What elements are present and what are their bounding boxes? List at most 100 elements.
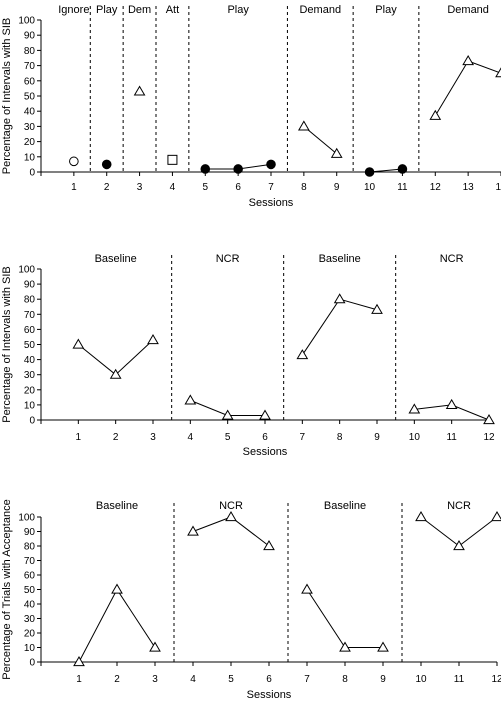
x-tick-label: 9 [374, 432, 380, 443]
x-tick-label: 7 [304, 674, 310, 685]
y-tick-label: 20 [24, 385, 36, 396]
data-point [453, 540, 465, 551]
y-tick-label: 90 [24, 31, 36, 42]
phase-label: Baseline [95, 253, 137, 265]
series-line [78, 588, 156, 663]
y-tick-label: 70 [24, 556, 36, 567]
x-tick-label: 14 [495, 182, 501, 193]
y-tick-label: 10 [24, 152, 36, 163]
data-point [296, 349, 309, 360]
y-tick-label: 80 [24, 46, 36, 57]
y-tick-label: 80 [24, 295, 36, 306]
data-point [408, 403, 421, 414]
y-tick-label: 10 [24, 400, 36, 411]
phase-label: Baseline [319, 253, 361, 265]
phase-label: Baseline [324, 500, 366, 512]
data-point [495, 67, 501, 78]
phase-label: Dem [128, 4, 151, 16]
y-tick-label: 70 [24, 310, 36, 321]
data-point [225, 511, 237, 522]
data-point [109, 368, 122, 379]
x-tick-label: 10 [409, 432, 421, 443]
data-point [429, 109, 442, 120]
y-axis-label: Percentage of Intervals with SIB [1, 18, 13, 175]
y-tick-label: 0 [29, 168, 35, 179]
y-tick-label: 50 [24, 585, 36, 596]
x-tick-label: 5 [228, 674, 234, 685]
data-point [101, 159, 112, 170]
data-point [200, 164, 211, 174]
data-point [364, 167, 375, 177]
phase-label: Baseline [96, 500, 138, 512]
x-tick-label: 10 [415, 674, 427, 685]
y-tick-label: 0 [29, 658, 35, 669]
data-point [187, 525, 199, 536]
phase-label: Ignore [58, 4, 89, 16]
phase-label: NCR [440, 253, 464, 265]
y-tick-label: 30 [24, 122, 36, 133]
data-point [233, 164, 243, 174]
x-tick-label: 2 [104, 182, 110, 193]
x-tick-label: 6 [262, 432, 268, 443]
y-tick-label: 40 [24, 355, 36, 366]
data-point [184, 394, 197, 405]
phase-label: Demand [447, 4, 489, 16]
series-line [303, 126, 338, 155]
x-tick-label: 4 [170, 182, 176, 193]
data-point [297, 120, 310, 131]
x-tick-label: 10 [364, 182, 376, 193]
phase-label: Play [96, 4, 118, 16]
data-point [415, 511, 427, 522]
data-point [221, 409, 234, 420]
x-tick-label: 8 [337, 432, 343, 443]
y-tick-label: 80 [24, 542, 36, 553]
x-tick-label: 12 [483, 432, 495, 443]
data-point [397, 164, 408, 174]
x-tick-label: 8 [301, 182, 307, 193]
x-tick-label: 9 [334, 182, 340, 193]
x-tick-label: 2 [114, 674, 120, 685]
data-point [133, 85, 146, 96]
data-point [445, 398, 458, 409]
x-axis-label: Sessions [249, 197, 294, 209]
x-tick-label: 11 [446, 432, 457, 443]
y-tick-label: 20 [24, 629, 36, 640]
x-tick-label: 11 [397, 182, 408, 193]
data-point [111, 583, 123, 594]
y-axis-label: Percentage of Intervals with SIB [1, 266, 13, 423]
series-line [306, 589, 383, 648]
x-tick-label: 12 [430, 182, 442, 193]
x-tick-label: 1 [71, 182, 77, 193]
data-point [72, 338, 85, 349]
data-point [371, 303, 383, 314]
y-tick-label: 100 [18, 16, 35, 27]
phase-label: Play [227, 4, 249, 16]
data-point [483, 414, 495, 425]
x-tick-label: 6 [266, 674, 272, 685]
y-tick-label: 40 [24, 107, 36, 118]
data-point [377, 641, 389, 652]
data-point [301, 583, 313, 594]
x-tick-label: 11 [454, 674, 465, 685]
data-point [266, 159, 276, 170]
y-tick-label: 100 [18, 265, 35, 276]
x-tick-label: 4 [190, 674, 196, 685]
x-tick-label: 3 [152, 674, 158, 685]
data-point [147, 333, 159, 345]
x-tick-label: 3 [150, 432, 156, 443]
series-line [301, 298, 378, 356]
x-tick-label: 1 [76, 432, 82, 443]
phase-label: Demand [299, 4, 341, 16]
y-tick-label: 40 [24, 600, 36, 611]
x-tick-label: 9 [380, 674, 386, 685]
y-tick-label: 30 [24, 370, 36, 381]
x-tick-label: 7 [268, 182, 274, 193]
x-tick-label: 2 [113, 432, 119, 443]
y-tick-label: 50 [24, 340, 36, 351]
y-tick-label: 10 [24, 643, 36, 654]
y-axis-label: Percentage of Trials with Acceptance [1, 499, 13, 679]
